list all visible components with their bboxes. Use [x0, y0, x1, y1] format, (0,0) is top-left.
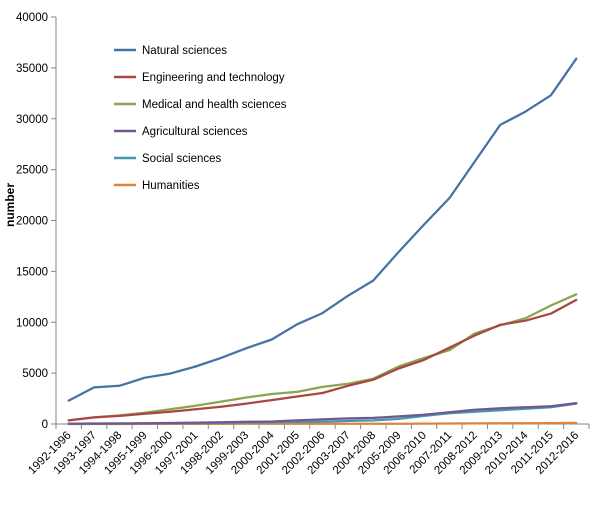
legend: Natural sciences Engineering and technolo…	[114, 45, 287, 192]
legend-label: Medical and health sciences	[142, 99, 287, 111]
legend-label: Humanities	[142, 180, 200, 192]
y-tick-label: 35000	[16, 63, 48, 75]
series-lines	[67, 57, 578, 426]
series-line	[67, 298, 578, 422]
legend-label: Agricultural sciences	[142, 126, 248, 138]
y-tick-label: 15000	[16, 266, 48, 278]
y-tick-label: 25000	[16, 165, 48, 177]
series-line	[67, 57, 578, 402]
y-tick-label: 0	[42, 419, 48, 431]
y-axis: 0 5000 10000 15000 20000 25000 30000 35000 40000	[16, 12, 57, 431]
series-line	[67, 401, 578, 425]
y-tick-label: 5000	[22, 368, 48, 380]
x-axis: 1992-19961993-19971994-19981995-19991996…	[26, 423, 590, 477]
legend-label: Engineering and technology	[142, 72, 285, 84]
y-tick-label: 20000	[16, 216, 48, 228]
y-tick-label: 10000	[16, 317, 48, 329]
legend-label: Social sciences	[142, 153, 222, 165]
legend-label: Natural sciences	[142, 45, 227, 57]
y-axis-title: number	[3, 183, 17, 227]
y-tick-label: 30000	[16, 114, 48, 126]
y-tick-label: 40000	[16, 12, 48, 24]
